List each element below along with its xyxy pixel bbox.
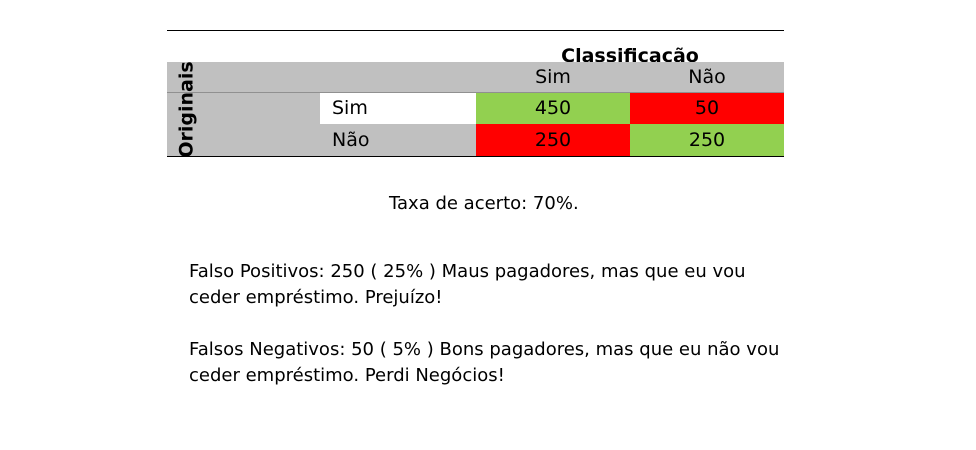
accuracy-text: Taxa de acerto: 70%. (389, 193, 579, 214)
matrix-grid-line (167, 92, 784, 93)
cell-sim-nao: 50 (630, 93, 784, 124)
cell-nao-sim: 250 (476, 124, 630, 156)
matrix-header-gap (207, 62, 476, 93)
column-header-sim: Sim (476, 62, 630, 93)
row-label-sim: Sim (320, 93, 476, 124)
false-negatives-line-1: Falsos Negativos: 50 ( 5% ) Bons pagador… (189, 339, 780, 360)
matrix-side-label: Originais (167, 60, 207, 158)
matrix-title-row (167, 31, 784, 62)
cell-nao-nao: 250 (630, 124, 784, 156)
matrix-title: Classificação (561, 45, 699, 67)
row-label-nao: Não (320, 124, 476, 156)
confusion-matrix-table: Classificação Originais Sim Não Sim 450 … (167, 30, 784, 157)
false-negatives-line-2: ceder empréstimo. Perdi Negócios! (189, 364, 505, 386)
column-header-nao: Não (630, 62, 784, 93)
false-positives-line-2: ceder empréstimo. Prejuízo! (189, 286, 443, 308)
row-label-gap-2 (207, 124, 320, 156)
side-label-text: Originais (175, 60, 198, 158)
row-label-gap-1 (207, 93, 320, 124)
false-positives-line-1: Falso Positivos: 250 ( 25% ) Maus pagado… (189, 261, 746, 282)
cell-sim-sim: 450 (476, 93, 630, 124)
